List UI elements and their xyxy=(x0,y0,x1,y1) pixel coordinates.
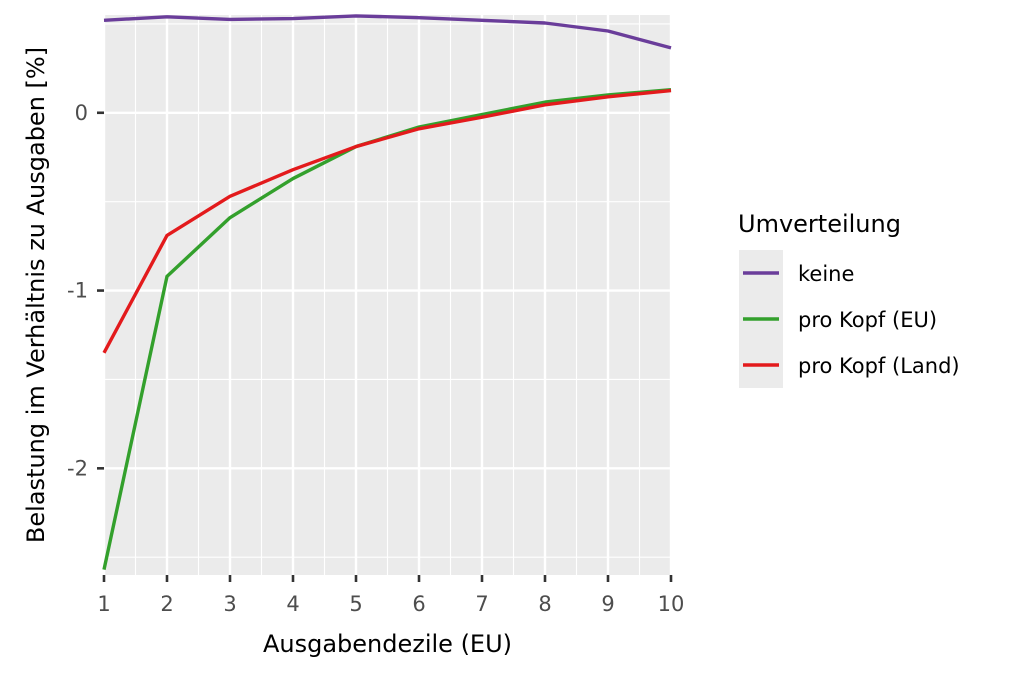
x-tick-label: 4 xyxy=(286,592,299,616)
legend: Umverteilung keine pro Kopf (EU) pro Kopf … xyxy=(738,210,960,388)
x-tick-label: 3 xyxy=(223,592,236,616)
x-tick-label: 7 xyxy=(475,592,488,616)
legend-items: keine pro Kopf (EU) pro Kopf (Land) xyxy=(739,250,960,388)
x-tick-label: 8 xyxy=(538,592,551,616)
legend-label: pro Kopf (EU) xyxy=(798,308,937,332)
grid-lines xyxy=(102,15,673,575)
legend-label: keine xyxy=(798,262,854,286)
x-tick-label: 2 xyxy=(160,592,173,616)
y-tick-label: -1 xyxy=(67,279,88,303)
x-tick-label: 10 xyxy=(658,592,685,616)
x-tick-label: 1 xyxy=(97,592,110,616)
x-tick-label: 5 xyxy=(349,592,362,616)
series-line-1 xyxy=(103,14,672,50)
legend-title: Umverteilung xyxy=(738,210,901,238)
x-tick-label: 6 xyxy=(412,592,425,616)
y-axis-title: Belastung im Verhältnis zu Ausgaben [%] xyxy=(22,47,50,543)
x-axis-title: Ausgabendezile (EU) xyxy=(263,630,512,658)
series-line-3 xyxy=(102,88,672,354)
x-tick-label: 9 xyxy=(601,592,614,616)
y-tick-label: -2 xyxy=(67,456,88,480)
axes: 0 -1 -2 1 2 3 4 5 6 7 8 9 10 xyxy=(67,101,684,616)
series-lines xyxy=(102,14,672,571)
y-tick-label: 0 xyxy=(75,101,88,125)
legend-label: pro Kopf (Land) xyxy=(798,354,960,378)
